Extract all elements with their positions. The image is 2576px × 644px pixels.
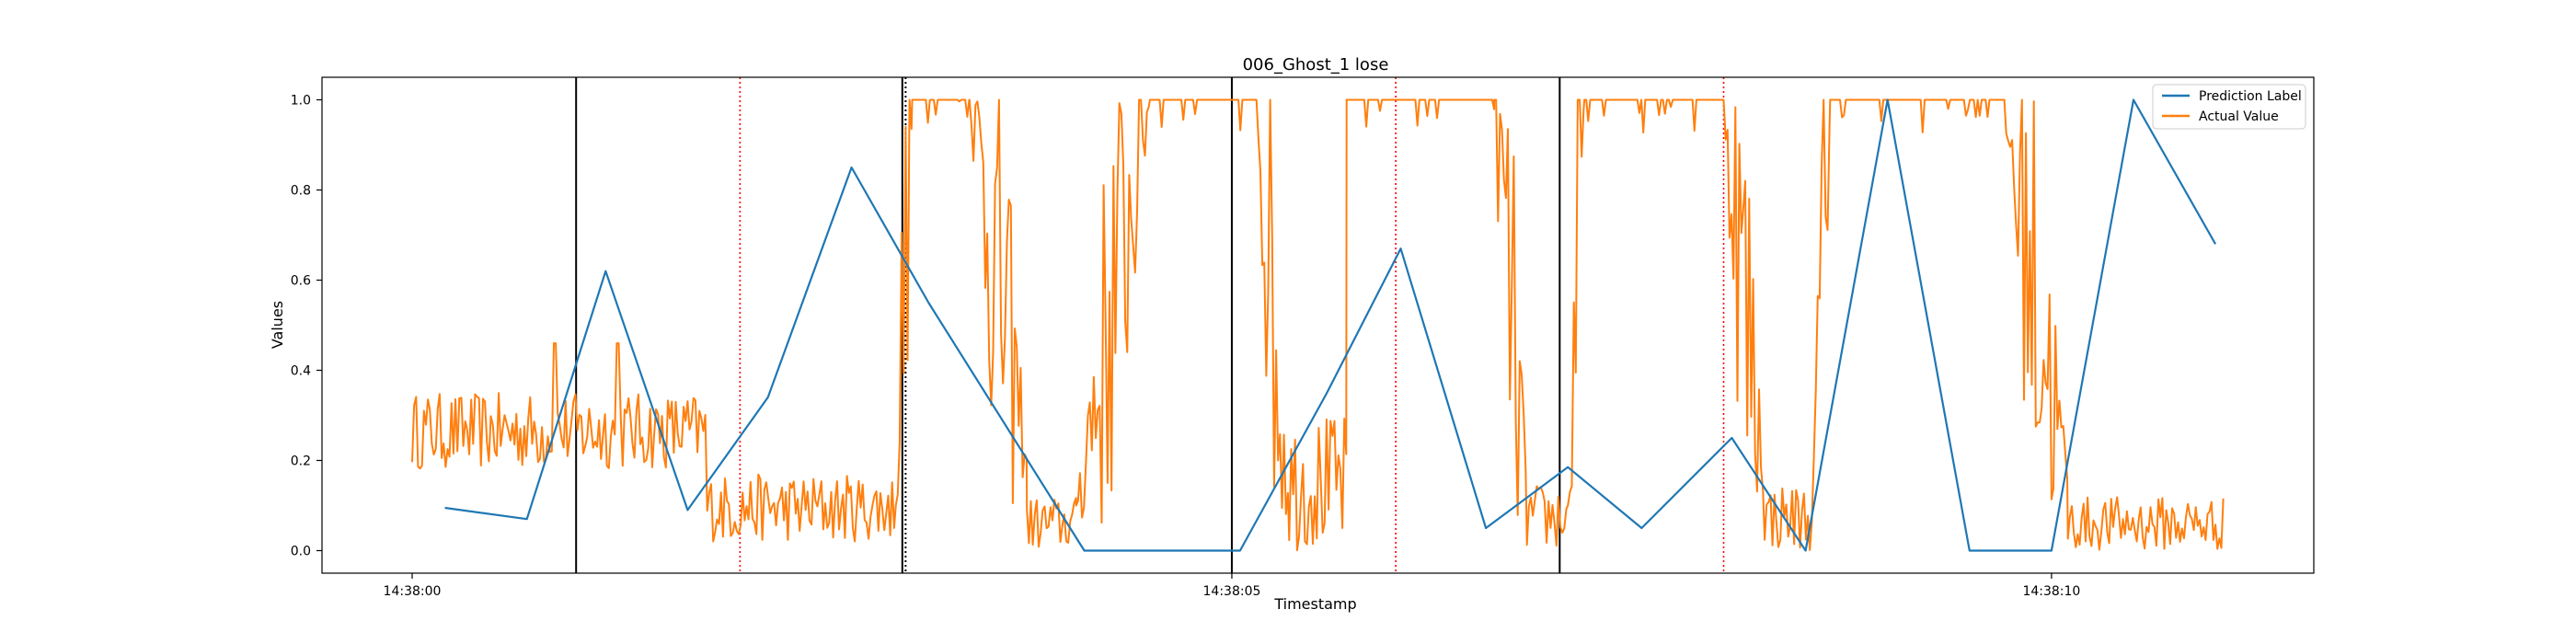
x-tick-label: 14:38:10 — [2022, 584, 2080, 599]
x-tick-label: 14:38:00 — [384, 584, 442, 599]
series-line-actual-value — [411, 98, 2225, 552]
y-tick-label: 0.8 — [291, 184, 311, 199]
y-tick-label: 0.0 — [291, 545, 311, 559]
x-tick-label: 14:38:05 — [1203, 584, 1261, 599]
plot-area — [411, 77, 2225, 573]
y-axis-label: Values — [269, 301, 286, 349]
series-layer — [411, 98, 2225, 552]
y-tick-label: 0.6 — [291, 274, 311, 289]
legend-label-actual-value: Actual Value — [2199, 109, 2279, 124]
x-axis: 14:38:00 14:38:05 14:38:10 — [384, 573, 2080, 599]
legend-box — [2152, 84, 2306, 130]
y-tick-label: 0.4 — [291, 364, 311, 379]
plot-frame — [321, 76, 2315, 574]
y-tick-label: 0.2 — [291, 454, 311, 469]
legend-label-prediction-label: Prediction Label — [2199, 89, 2302, 104]
y-tick-label: 1.0 — [291, 94, 311, 109]
legend: Prediction Label Actual Value — [2152, 84, 2306, 130]
chart-title: 006_Ghost_1 lose — [1243, 55, 1389, 75]
x-axis-label: Timestamp — [1273, 595, 1356, 613]
series-line-prediction-label — [444, 98, 2217, 552]
y-axis: 0.0 0.2 0.4 0.6 0.8 1.0 — [291, 94, 322, 559]
